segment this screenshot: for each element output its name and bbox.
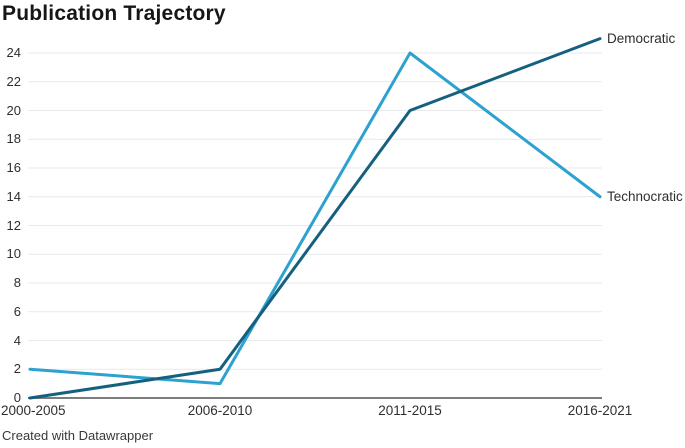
attribution-link[interactable]: Created with Datawrapper <box>2 428 154 443</box>
chart-title: Publication Trajectory <box>2 2 226 25</box>
series-line-technocratic <box>28 51 602 386</box>
series-line-democratic <box>28 37 602 400</box>
